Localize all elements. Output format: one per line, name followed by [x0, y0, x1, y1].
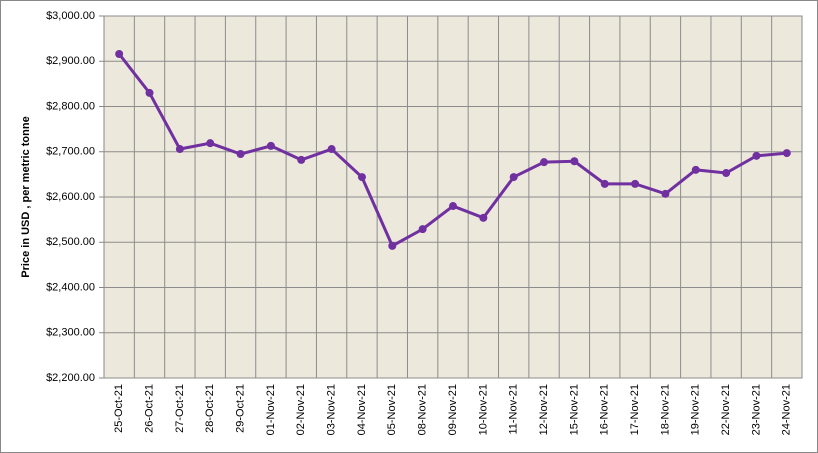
data-point [236, 150, 245, 159]
x-tick-label: 26-Oct-21 [143, 384, 155, 433]
x-tick-label: 08-Nov-21 [417, 384, 429, 435]
data-point [297, 155, 306, 164]
x-tick-label: 22-Nov-21 [720, 384, 732, 435]
data-point [631, 179, 640, 188]
x-tick-label: 11-Nov-21 [508, 384, 520, 435]
x-tick-label: 28-Oct-21 [204, 384, 216, 433]
data-point [388, 241, 397, 250]
data-point [327, 145, 336, 154]
x-tick-label: 29-Oct-21 [234, 384, 246, 433]
x-tick-label: 19-Nov-21 [690, 384, 702, 435]
data-point [722, 169, 731, 178]
x-tick-label: 09-Nov-21 [447, 384, 459, 435]
x-tick-label: 24-Nov-21 [781, 384, 793, 435]
y-tick-label: $2,800.00 [46, 100, 95, 112]
data-point [691, 165, 700, 174]
data-point [418, 225, 427, 234]
x-tick-label: 25-Oct-21 [113, 384, 125, 433]
data-point [266, 141, 275, 150]
y-tick-label: $2,400.00 [46, 281, 95, 293]
data-point [449, 202, 457, 211]
y-tick-label: $2,700.00 [46, 146, 95, 158]
x-tick-label: 16-Nov-21 [599, 384, 611, 435]
x-tick-label: 03-Nov-21 [326, 384, 338, 435]
data-point [752, 151, 761, 160]
data-point [509, 173, 518, 182]
data-point [479, 213, 488, 222]
data-point [782, 149, 791, 158]
x-tick-label: 02-Nov-21 [295, 384, 307, 435]
x-tick-label: 10-Nov-21 [477, 384, 489, 435]
data-point [145, 88, 154, 97]
y-tick-label: $2,300.00 [46, 327, 95, 339]
data-point [661, 189, 670, 198]
y-tick-label: $2,900.00 [46, 55, 95, 67]
y-tick-label: $3,000.00 [46, 10, 95, 22]
x-tick-label: 15-Nov-21 [568, 384, 580, 435]
y-tick-label: $2,600.00 [46, 191, 95, 203]
data-point [600, 179, 609, 188]
x-tick-label: 27-Oct-21 [174, 384, 186, 433]
data-point [115, 50, 124, 59]
x-tick-label: 04-Nov-21 [356, 384, 368, 435]
y-tick-label: $2,500.00 [46, 236, 95, 248]
data-point [206, 139, 215, 148]
y-axis-label: Price in USD , per metric tonne [20, 116, 32, 277]
x-tick-label: 17-Nov-21 [629, 384, 641, 435]
x-tick-label: 18-Nov-21 [659, 384, 671, 435]
x-tick-label: 01-Nov-21 [265, 384, 277, 435]
x-tick-label: 05-Nov-21 [386, 384, 398, 435]
data-point [570, 157, 579, 166]
data-point [357, 173, 366, 182]
x-tick-label: 23-Nov-21 [750, 384, 762, 435]
data-point [175, 145, 184, 154]
data-point [540, 158, 549, 167]
y-tick-label: $2,200.00 [46, 372, 95, 384]
x-tick-label: 12-Nov-21 [538, 384, 550, 435]
